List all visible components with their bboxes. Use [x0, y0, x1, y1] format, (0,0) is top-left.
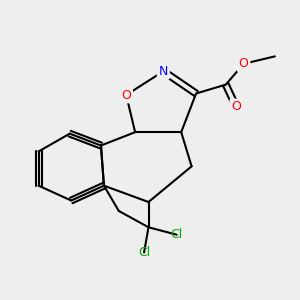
Text: Cl: Cl: [138, 246, 150, 259]
Text: O: O: [231, 100, 241, 113]
Text: Cl: Cl: [171, 228, 183, 241]
Text: O: O: [239, 57, 249, 70]
Text: O: O: [121, 88, 131, 101]
Text: N: N: [159, 65, 168, 78]
